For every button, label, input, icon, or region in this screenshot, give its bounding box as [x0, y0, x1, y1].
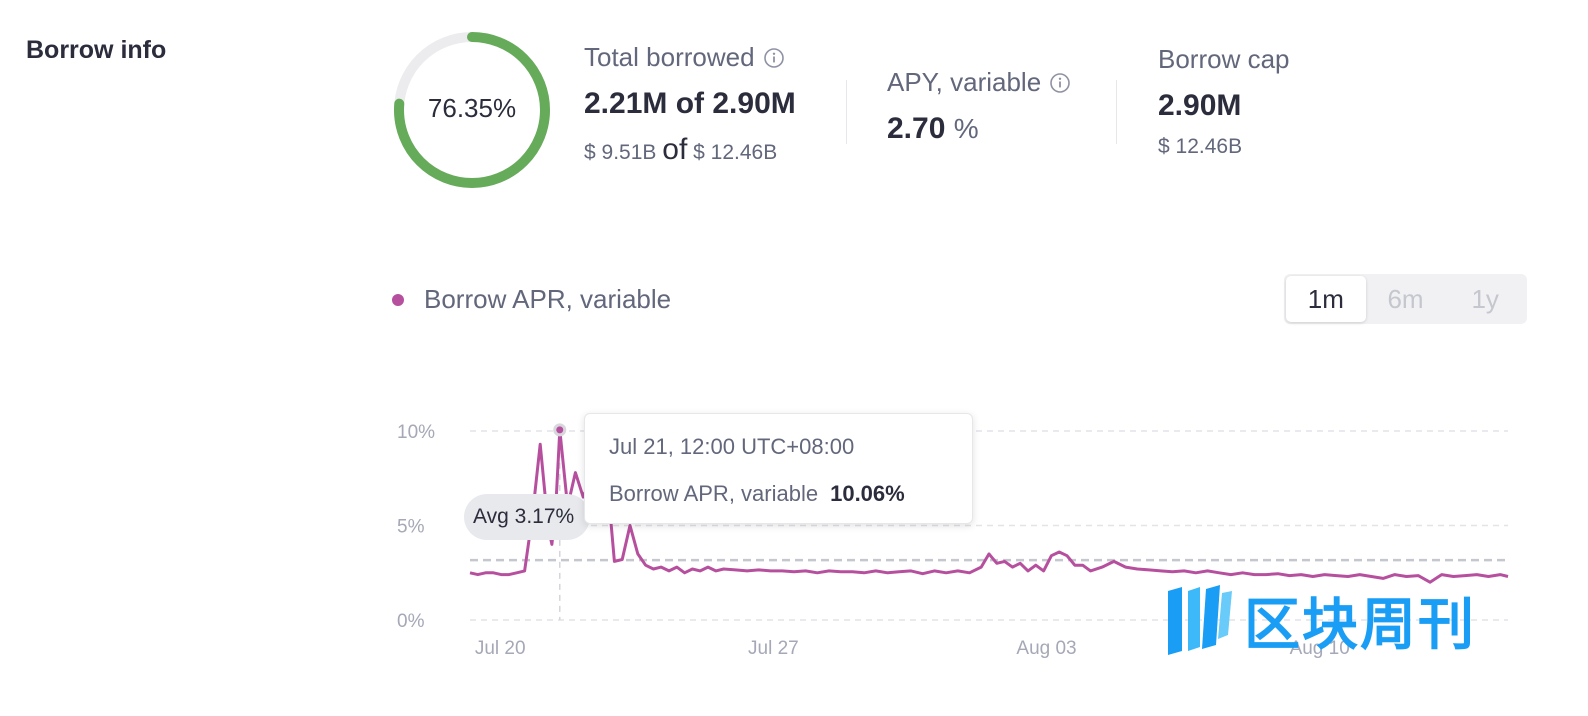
section-title: Borrow info [26, 36, 167, 64]
watermark-logo-icon [1168, 584, 1232, 655]
x-tick-label: Aug 03 [1016, 638, 1076, 659]
ring-progress [394, 32, 550, 188]
hover-point [553, 423, 567, 437]
chart-grid [470, 430, 1508, 621]
apy-label-text: APY, variable [887, 67, 1042, 97]
y-axis-ticks: 0% 5% 10% [397, 422, 435, 632]
x-tick-label: Jul 27 [748, 638, 799, 659]
utilization-percent: 76.35% [427, 93, 517, 123]
divider [1116, 80, 1117, 144]
tooltip-value: 10.06% [830, 481, 905, 506]
y-tick-label: 10% [397, 422, 435, 443]
apy-number: 2.70 [887, 112, 946, 145]
legend-label: Borrow APR, variable [424, 284, 672, 314]
tooltip-label: Borrow APR, variable [609, 481, 819, 506]
x-tick-label: Aug 10 [1290, 638, 1350, 659]
of-word: of [662, 133, 688, 166]
usd-amount: 12.46B [1175, 135, 1243, 158]
total-borrowed-stat: Total borrowed 2.21M of 2.90M $ 9.51B of… [584, 42, 796, 167]
apy-value: 2.70 % [887, 112, 1071, 146]
y-tick-label: 0% [397, 611, 425, 632]
y-tick-label: 5% [397, 517, 425, 538]
borrow-cap-usd: $ 12.46B [1158, 135, 1290, 159]
x-axis-ticks: Jul 20 Jul 27 Aug 03 Aug 10 [475, 638, 1350, 659]
total-borrowed-amount: 2.21M of 2.90M [584, 87, 796, 120]
borrow-cap-value: 2.90M [1158, 89, 1242, 122]
chart-tooltip: Jul 21, 12:00 UTC+08:00 Borrow APR, vari… [584, 413, 973, 524]
usd-cap-amount: 12.46B [710, 141, 778, 164]
borrow-cap-stat: Borrow cap 2.90M $ 12.46B [1158, 44, 1290, 159]
utilization-ring [394, 32, 550, 188]
watermark-text: 区块周刊 [1244, 593, 1476, 658]
usd-prefix: $ [1158, 135, 1170, 158]
range-option-6m[interactable]: 6m [1387, 283, 1424, 314]
info-icon[interactable] [763, 47, 785, 69]
borrow-cap-label: Borrow cap [1158, 44, 1290, 74]
total-borrowed-label: Total borrowed [584, 42, 796, 73]
usd-amount: 9.51B [601, 141, 657, 164]
x-tick-label: Jul 20 [475, 638, 526, 659]
apy-label: APY, variable [887, 67, 1071, 98]
range-option-1y[interactable]: 1y [1471, 283, 1499, 314]
apy-stat: APY, variable 2.70 % [887, 67, 1071, 146]
tooltip-date: Jul 21, 12:00 UTC+08:00 [609, 434, 855, 459]
legend-dot [392, 293, 404, 306]
total-borrowed-usd: $ 9.51B of $ 12.46B [584, 133, 796, 167]
apy-unit: % [953, 113, 979, 144]
time-range-selector: 1m 6m 1y [1284, 274, 1527, 324]
watermark: 区块周刊 [1166, 580, 1476, 661]
usd-cap-prefix: $ [693, 141, 705, 164]
total-borrowed-label-text: Total borrowed [584, 42, 755, 72]
average-badge: Avg 3.17% [464, 494, 590, 540]
range-option-1m[interactable]: 1m [1286, 276, 1366, 322]
divider [846, 80, 847, 144]
tooltip-row: Borrow APR, variable 10.06% [609, 481, 905, 507]
usd-prefix: $ [584, 141, 596, 164]
chart-legend: Borrow APR, variable [392, 284, 671, 315]
info-icon[interactable] [1049, 72, 1071, 94]
